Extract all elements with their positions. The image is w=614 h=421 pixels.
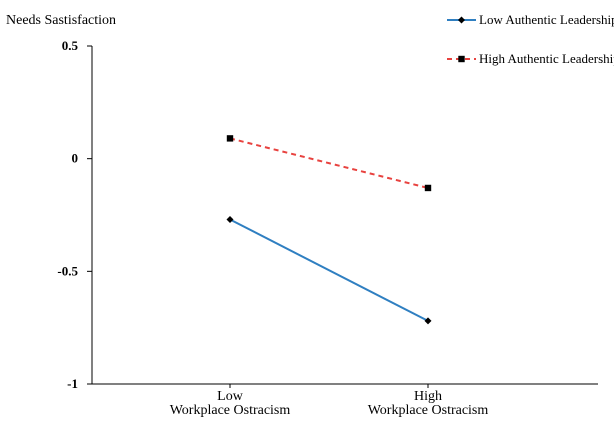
y-ticks: 0.5 0 -0.5 -1 [57,38,92,391]
legend-entry: High Authentic Leadership [447,51,614,66]
series-line [229,137,429,189]
legend-entry: Low Authentic Leadership [447,12,614,27]
series-low-authentic-leadership [226,216,432,325]
series-high-authentic-leadership [226,135,432,192]
series-layer [226,135,432,325]
y-tick-label: 0 [72,151,79,166]
x-category-label: High [414,389,442,404]
data-point-diamond [424,317,432,325]
legend: Low Authentic Leadership High Authentic L… [447,12,614,66]
series-line [229,218,429,322]
data-point-diamond [226,216,234,224]
y-axis-label: Needs Sastisfaction [6,13,116,28]
data-point-diamond [458,16,465,24]
data-point-square [424,184,432,192]
data-point-square [226,135,234,142]
x-category-label: Workplace Ostracism [170,403,291,418]
legend-label: Low Authentic Leadership [479,12,614,27]
y-tick-label: -0.5 [57,263,78,278]
y-tick-label: 0.5 [62,38,79,53]
x-category-label: Low [217,389,244,404]
x-category-label: Workplace Ostracism [368,403,489,418]
legend-label: High Authentic Leadership [479,51,614,66]
y-tick-label: -1 [67,376,78,391]
data-point-square [458,55,465,63]
